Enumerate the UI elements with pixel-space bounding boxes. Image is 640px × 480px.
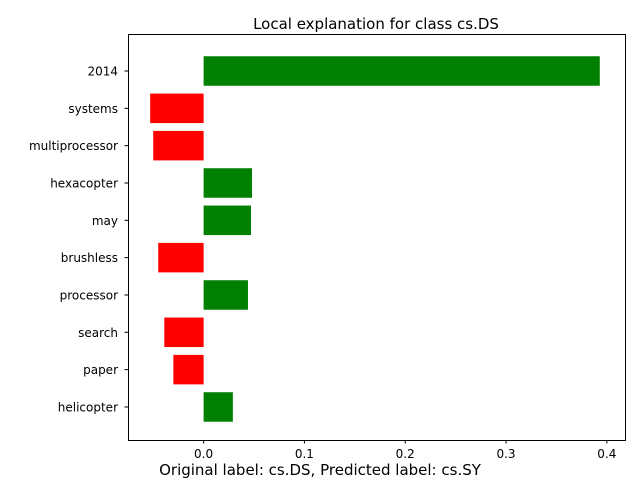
x-tick-label: 0.1 bbox=[295, 447, 314, 461]
y-tick-label: systems bbox=[68, 102, 118, 116]
y-tick-label: search bbox=[78, 326, 118, 340]
y-tick-label: brushless bbox=[61, 251, 118, 265]
y-tick-label: hexacopter bbox=[50, 176, 118, 190]
chart-caption: Original label: cs.DS, Predicted label: … bbox=[159, 461, 482, 479]
x-tick-label: 0.0 bbox=[194, 447, 213, 461]
y-tick-label: helicopter bbox=[58, 400, 118, 414]
bar-search bbox=[164, 317, 204, 348]
bar-multiprocessor bbox=[153, 130, 204, 161]
bars bbox=[150, 56, 600, 422]
y-tick-label: 2014 bbox=[87, 65, 118, 79]
bar-brushless bbox=[158, 242, 204, 273]
x-axis-ticks: 0.0 0.1 0.2 0.3 0.4 bbox=[194, 440, 616, 461]
y-tick-label: multiprocessor bbox=[29, 139, 118, 153]
x-tick-label: 0.4 bbox=[597, 447, 616, 461]
bar-may bbox=[203, 205, 251, 236]
bar-hexacopter bbox=[203, 168, 252, 198]
x-tick-label: 0.2 bbox=[396, 447, 415, 461]
y-tick-label: may bbox=[92, 214, 118, 228]
y-tick-label: paper bbox=[83, 363, 118, 377]
chart-title: Local explanation for class cs.DS bbox=[253, 15, 499, 33]
y-tick-label: processor bbox=[60, 288, 118, 302]
bar-systems bbox=[150, 93, 204, 124]
bar-helicopter bbox=[203, 392, 233, 422]
y-axis-ticks: 2014 systems multiprocessor hexacopter may br… bbox=[29, 65, 128, 414]
plot-frame bbox=[128, 34, 626, 441]
bar-2014 bbox=[203, 56, 600, 86]
bar-processor bbox=[203, 280, 248, 310]
bar-paper bbox=[173, 354, 204, 385]
x-tick-label: 0.3 bbox=[496, 447, 515, 461]
